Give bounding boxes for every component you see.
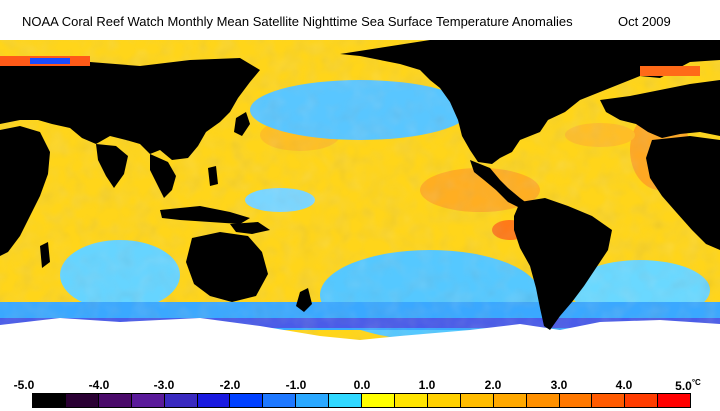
colorbar-swatch <box>493 394 527 407</box>
colorbar-swatch <box>592 394 626 407</box>
africa-west <box>0 126 50 256</box>
tick-label: -4.0 <box>88 378 110 392</box>
se-asia <box>150 154 176 198</box>
africa-east <box>646 136 720 250</box>
tick-label: -2.0 <box>219 378 241 392</box>
colorbar-swatch <box>394 394 428 407</box>
colorbar-swatch <box>65 394 99 407</box>
colorbar-labels: -5.0 -4.0 -3.0 -2.0 -1.0 0.0 1.0 2.0 3.0… <box>0 378 720 393</box>
tick-label: 1.0 <box>418 378 436 392</box>
arctic-anomaly <box>0 56 700 76</box>
colorbar-swatch <box>658 394 691 407</box>
tick-label: 5.0 <box>675 379 692 393</box>
philippines <box>208 166 218 186</box>
tick-label: 2.0 <box>484 378 502 392</box>
antarctica-ice <box>0 318 720 370</box>
tick-label: -1.0 <box>285 378 307 392</box>
colorbar-swatch <box>131 394 165 407</box>
colorbar-swatch <box>230 394 264 407</box>
colorbar-swatch <box>296 394 330 407</box>
tick-label: 3.0 <box>550 378 568 392</box>
colorbar-swatch <box>427 394 461 407</box>
north-america <box>340 40 720 164</box>
indonesia <box>160 206 250 224</box>
japan <box>234 112 250 136</box>
colorbar-swatch <box>98 394 132 407</box>
colorbar-swatch <box>625 394 659 407</box>
land <box>0 40 720 330</box>
colorbar-swatch <box>460 394 494 407</box>
south-america <box>514 198 612 330</box>
new-zealand <box>296 288 312 312</box>
colorbar-swatch <box>197 394 231 407</box>
europe-right <box>600 80 720 138</box>
colorbar-swatch <box>164 394 198 407</box>
greenland <box>610 40 700 68</box>
tick-label-max: 5.0°C <box>675 378 701 393</box>
colorbar-swatch <box>526 394 560 407</box>
title-text: NOAA Coral Reef Watch Monthly Mean Satel… <box>22 14 573 29</box>
colorbar-swatch <box>362 394 395 407</box>
tick-label: -3.0 <box>153 378 175 392</box>
central-america <box>470 160 528 208</box>
colorbar <box>32 393 691 408</box>
madagascar <box>40 242 50 268</box>
tick-label: 0.0 <box>353 378 371 392</box>
colorbar-swatch <box>263 394 297 407</box>
sst-anomaly-map <box>0 40 720 370</box>
unit-label: °C <box>691 378 701 387</box>
colorbar-swatch <box>33 394 66 407</box>
colorbar-swatch <box>559 394 593 407</box>
india <box>96 144 128 188</box>
tick-label: 4.0 <box>615 378 633 392</box>
new-guinea <box>230 222 270 234</box>
date-label: Oct 2009 <box>618 14 671 29</box>
tick-label: -5.0 <box>13 378 35 392</box>
eurasia <box>0 58 260 160</box>
colorbar-swatch <box>329 394 363 407</box>
australia <box>186 232 268 302</box>
